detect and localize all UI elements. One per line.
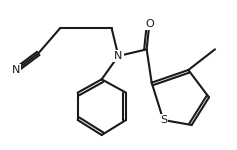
Text: O: O <box>145 19 154 29</box>
Text: N: N <box>114 51 123 61</box>
Text: S: S <box>160 115 167 125</box>
Text: N: N <box>12 65 20 75</box>
